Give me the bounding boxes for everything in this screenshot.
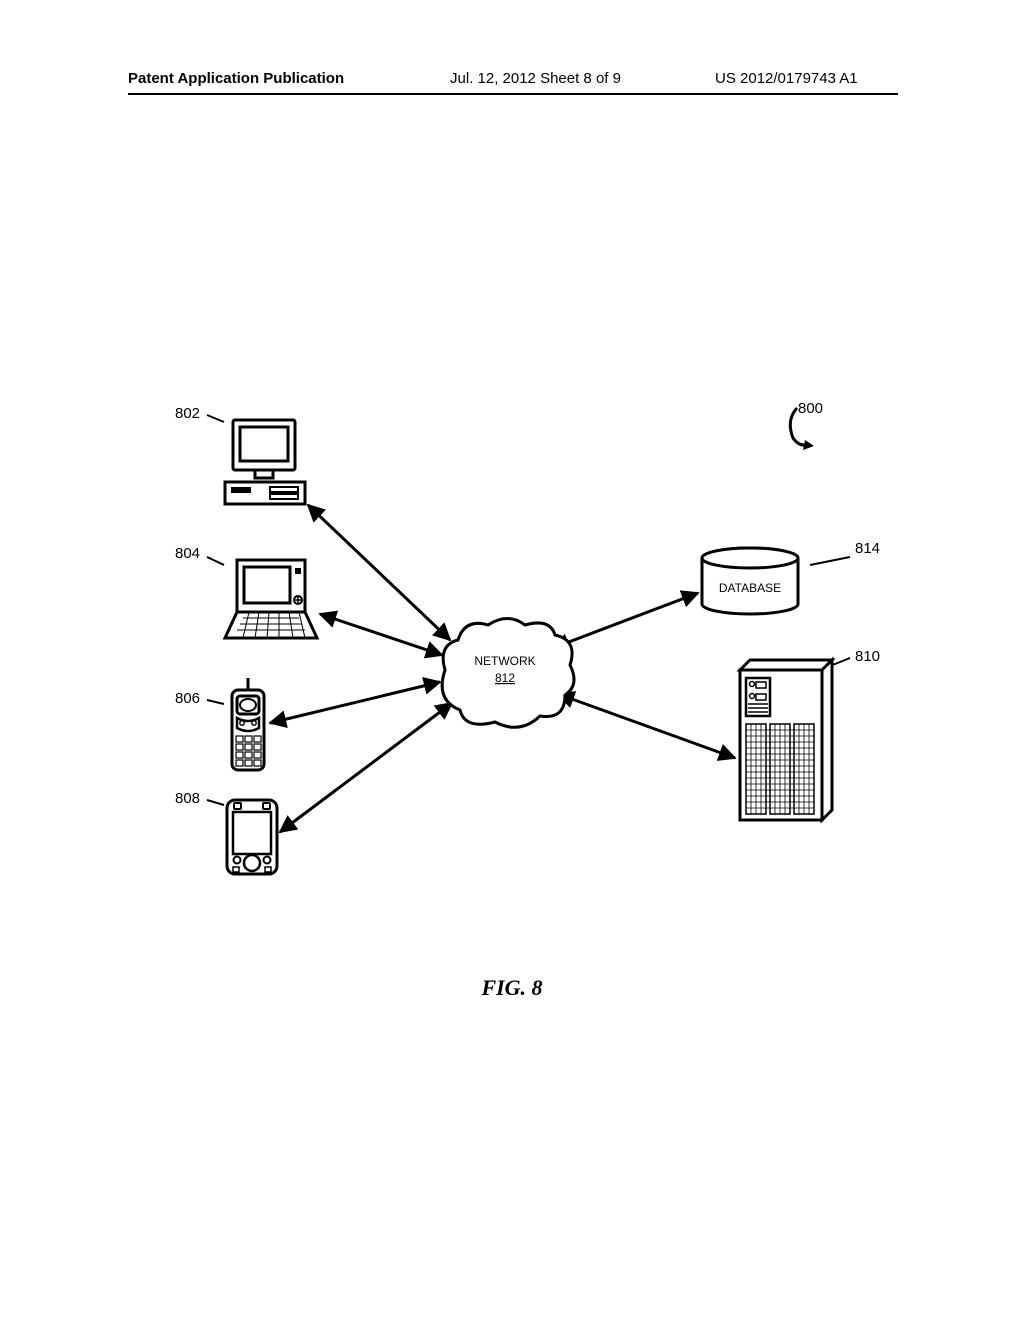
network-ref: 812: [495, 671, 515, 685]
hook-800: [790, 408, 810, 445]
laptop-icon: [225, 560, 317, 638]
network-label: NETWORK: [474, 654, 535, 668]
hook-800-arrow: [803, 440, 814, 450]
edge-server: [558, 694, 735, 758]
figure-caption: FIG. 8: [0, 975, 1024, 1001]
page: Patent Application Publication Jul. 12, …: [0, 0, 1024, 1320]
edge-desktop: [308, 505, 450, 640]
edge-laptop: [320, 614, 442, 655]
leadline-804: [207, 557, 224, 565]
leadline-814: [810, 557, 850, 565]
leadline-808: [207, 800, 224, 805]
leadline-806: [207, 700, 224, 704]
diagram-svg: NETWORK 812: [0, 0, 1024, 1000]
leadline-802: [207, 415, 224, 422]
server-icon: [740, 660, 832, 820]
phone-icon: [232, 678, 264, 770]
pda-icon: [227, 800, 277, 874]
edge-database: [553, 593, 698, 648]
edge-pda: [280, 703, 452, 832]
network-cloud: NETWORK 812: [442, 619, 574, 728]
edge-phone: [270, 682, 440, 723]
desktop-icon: [225, 420, 305, 504]
database-icon: DATABASE: [702, 548, 798, 614]
database-label: DATABASE: [719, 581, 781, 595]
